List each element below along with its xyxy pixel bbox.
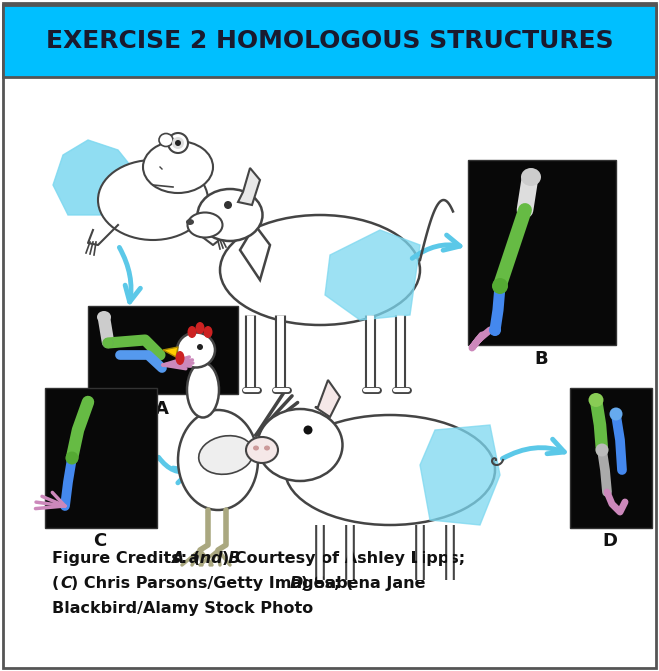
- Ellipse shape: [103, 338, 113, 348]
- Ellipse shape: [285, 415, 495, 525]
- Text: Figure Credits: (: Figure Credits: (: [52, 551, 200, 566]
- Ellipse shape: [610, 407, 623, 421]
- Text: C: C: [60, 576, 72, 591]
- Ellipse shape: [188, 326, 196, 338]
- Text: (: (: [52, 576, 59, 591]
- Ellipse shape: [521, 168, 541, 186]
- Text: ) Sabena Jane: ) Sabena Jane: [301, 576, 426, 591]
- Polygon shape: [163, 347, 178, 357]
- Bar: [3, 5, 656, 77]
- Text: A and B: A and B: [171, 551, 241, 566]
- Text: EXERCISE 2 HOMOLOGOUS STRUCTURES: EXERCISE 2 HOMOLOGOUS STRUCTURES: [45, 29, 614, 53]
- Text: ) Chris Parsons/Getty Images; (: ) Chris Parsons/Getty Images; (: [71, 576, 353, 591]
- Text: Blackbird/Alamy Stock Photo: Blackbird/Alamy Stock Photo: [52, 601, 313, 616]
- Ellipse shape: [264, 446, 270, 450]
- Polygon shape: [240, 225, 270, 280]
- Ellipse shape: [492, 278, 508, 294]
- Ellipse shape: [304, 425, 312, 435]
- Text: D: D: [290, 576, 303, 591]
- Text: C: C: [94, 532, 107, 550]
- Bar: [570, 388, 652, 528]
- Ellipse shape: [187, 362, 219, 417]
- Bar: [468, 160, 616, 345]
- Ellipse shape: [196, 322, 204, 334]
- Ellipse shape: [253, 446, 259, 450]
- Ellipse shape: [172, 137, 184, 149]
- Ellipse shape: [143, 141, 213, 193]
- Ellipse shape: [199, 435, 253, 474]
- Polygon shape: [325, 230, 420, 320]
- Ellipse shape: [98, 160, 208, 240]
- Bar: [88, 306, 238, 394]
- Bar: [45, 388, 157, 528]
- Text: A: A: [155, 400, 169, 418]
- Ellipse shape: [220, 215, 420, 325]
- Ellipse shape: [65, 452, 78, 464]
- Text: ) Courtesy of Ashley Lipps;: ) Courtesy of Ashley Lipps;: [222, 551, 465, 566]
- Ellipse shape: [596, 444, 608, 456]
- Ellipse shape: [204, 326, 212, 338]
- Ellipse shape: [159, 134, 173, 146]
- Ellipse shape: [246, 437, 278, 463]
- Ellipse shape: [97, 311, 111, 323]
- Ellipse shape: [197, 344, 203, 350]
- Ellipse shape: [186, 219, 194, 225]
- Ellipse shape: [588, 393, 604, 407]
- Ellipse shape: [178, 410, 258, 510]
- Ellipse shape: [168, 133, 188, 153]
- Ellipse shape: [198, 189, 262, 241]
- Text: B: B: [534, 350, 548, 368]
- Ellipse shape: [258, 409, 343, 481]
- Ellipse shape: [175, 140, 181, 146]
- Polygon shape: [420, 425, 500, 525]
- Polygon shape: [238, 168, 260, 205]
- Ellipse shape: [103, 338, 113, 348]
- Ellipse shape: [188, 213, 223, 238]
- Ellipse shape: [489, 324, 501, 336]
- Ellipse shape: [175, 351, 185, 365]
- Ellipse shape: [177, 333, 215, 368]
- Ellipse shape: [224, 201, 232, 209]
- Polygon shape: [315, 380, 340, 417]
- Text: D: D: [602, 532, 617, 550]
- Polygon shape: [53, 140, 138, 215]
